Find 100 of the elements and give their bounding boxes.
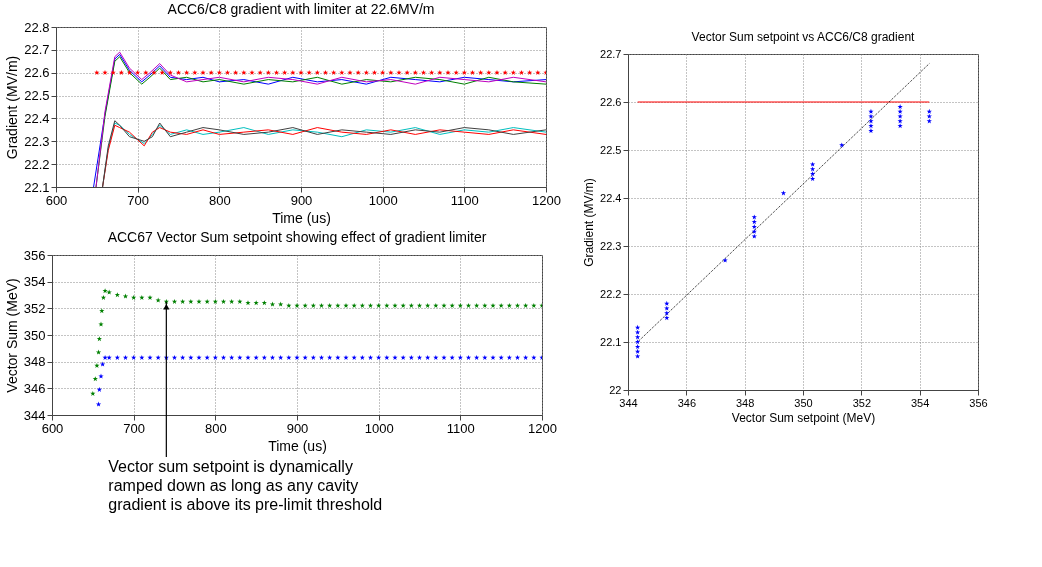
point xyxy=(310,354,316,360)
point xyxy=(98,373,104,379)
y-tick-label: 22.4 xyxy=(24,110,50,126)
point xyxy=(810,171,816,177)
point xyxy=(229,354,235,360)
point xyxy=(425,354,431,360)
point xyxy=(196,354,202,360)
point xyxy=(635,353,641,359)
chart-title: ACC6/C8 gradient with limiter at 22.6MV/m xyxy=(167,1,435,17)
x-tick-label: 350 xyxy=(794,396,813,409)
x-tick-label: 354 xyxy=(910,396,930,409)
y-tick-label: 348 xyxy=(23,354,46,370)
point xyxy=(926,118,932,124)
x-tick-label: 1100 xyxy=(450,192,479,208)
x-tick-label: 800 xyxy=(208,192,231,208)
x-axis-title: Time (us) xyxy=(272,209,331,226)
point xyxy=(664,315,670,321)
point xyxy=(212,354,218,360)
point xyxy=(810,161,816,167)
point xyxy=(95,401,102,407)
x-tick-label: 700 xyxy=(127,192,150,208)
y-tick-label: 344 xyxy=(23,407,46,423)
x-tick-label: 1100 xyxy=(446,420,475,436)
y-axis-title: Gradient (MV/m) xyxy=(4,55,21,160)
point xyxy=(359,354,365,360)
x-axis-title: Time (us) xyxy=(268,437,327,454)
x-tick-label: 600 xyxy=(45,192,68,208)
point xyxy=(810,166,816,172)
y-axis-title: Gradient (MV/m) xyxy=(582,178,597,267)
point xyxy=(751,233,757,239)
chart-title: Vector Sum setpoint vs ACC6/C8 gradient xyxy=(691,30,916,44)
y-tick-label: 22.1 xyxy=(24,179,50,195)
x-tick-label: 356 xyxy=(969,396,988,409)
point xyxy=(751,228,757,234)
point xyxy=(839,142,845,148)
point xyxy=(278,354,284,360)
x-tick-label: 900 xyxy=(286,420,309,436)
y-axis-title: Vector Sum (MeV) xyxy=(3,278,20,393)
x-tick-label: 352 xyxy=(852,396,872,409)
point xyxy=(327,354,333,360)
point xyxy=(441,354,447,360)
point xyxy=(868,108,874,114)
point xyxy=(96,386,102,392)
x-tick-label: 346 xyxy=(677,396,697,409)
y-tick-label: 22.4 xyxy=(600,191,622,204)
point xyxy=(392,354,398,360)
annotation: Vector sum setpoint is dynamically ramped down as long as any cavity gradient is above its pre-limit threshold xyxy=(108,458,383,513)
point xyxy=(897,118,903,124)
point xyxy=(635,329,641,335)
point xyxy=(457,354,463,360)
point xyxy=(751,214,757,220)
point xyxy=(897,123,903,129)
x-tick-label: 344 xyxy=(619,396,638,409)
x-tick-label: 800 xyxy=(204,420,227,436)
y-tick-label: 22.2 xyxy=(600,287,622,300)
x-tick-label: 1000 xyxy=(368,192,398,208)
y-tick-label: 346 xyxy=(23,380,46,396)
point xyxy=(506,354,512,360)
point xyxy=(131,354,137,360)
point xyxy=(635,339,641,345)
x-tick-label: 1200 xyxy=(528,420,557,436)
y-tick-label: 350 xyxy=(23,327,46,343)
point xyxy=(926,108,932,114)
x-tick-label: 600 xyxy=(41,420,64,436)
y-tick-label: 22.5 xyxy=(600,143,622,156)
y-tick-label: 22.2 xyxy=(24,156,50,172)
y-tick-label: 352 xyxy=(23,300,46,316)
point xyxy=(635,344,641,350)
point xyxy=(474,354,480,360)
y-tick-label: 22.7 xyxy=(24,42,50,58)
y-tick-label: 356 xyxy=(23,247,46,263)
x-axis-title: Vector Sum setpoint (MeV) xyxy=(731,410,876,425)
point xyxy=(408,354,414,360)
point xyxy=(180,354,186,360)
point xyxy=(664,310,670,316)
point xyxy=(245,354,251,360)
y-tick-label: 22.6 xyxy=(600,95,622,108)
point xyxy=(147,354,153,360)
point xyxy=(294,354,300,360)
point xyxy=(261,354,267,360)
point xyxy=(810,176,816,182)
point xyxy=(343,354,349,360)
point xyxy=(376,354,382,360)
y-tick-label: 22.5 xyxy=(24,88,50,104)
x-tick-label: 1000 xyxy=(364,420,394,436)
y-tick-label: 354 xyxy=(23,274,46,290)
point xyxy=(635,334,641,340)
point xyxy=(490,354,496,360)
y-tick-label: 22.3 xyxy=(24,133,50,149)
point xyxy=(751,219,757,225)
x-tick-label: 1200 xyxy=(532,192,561,208)
y-tick-label: 22.6 xyxy=(24,65,50,81)
point xyxy=(780,190,787,196)
x-tick-label: 348 xyxy=(735,396,755,409)
y-tick-label: 22.7 xyxy=(600,47,622,60)
x-tick-label: 900 xyxy=(290,192,313,208)
point xyxy=(100,361,106,367)
point xyxy=(114,354,120,360)
x-tick-label: 700 xyxy=(123,420,146,436)
point xyxy=(926,113,932,119)
